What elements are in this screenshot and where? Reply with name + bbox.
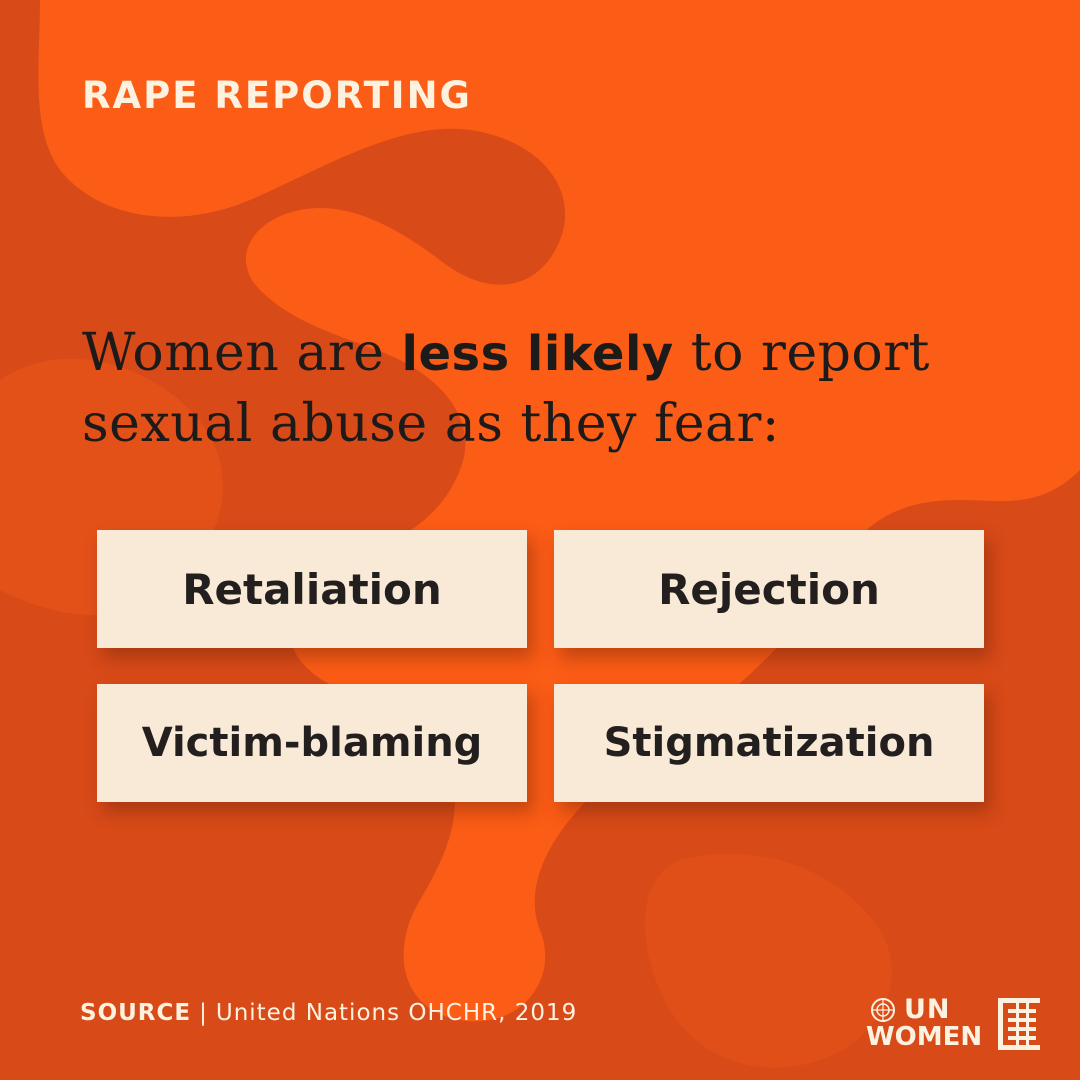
un-women-logo: UN WOMEN	[866, 996, 1046, 1052]
section-kicker: RAPE REPORTING	[82, 74, 472, 117]
fear-box-rejection: Rejection	[554, 530, 984, 648]
women-symbol-icon	[998, 998, 1040, 1050]
fear-box-retaliation: Retaliation	[97, 530, 527, 648]
source-citation: SOURCE | United Nations OHCHR, 2019	[80, 1000, 577, 1026]
logo-word-un: UN	[904, 994, 951, 1025]
headline-text-end: to report sexual abuse as they fear:	[82, 323, 930, 454]
headline: Women are less likely to report sexual a…	[82, 318, 1022, 459]
headline-text-start: Women are	[82, 323, 402, 383]
un-emblem-icon	[871, 998, 895, 1022]
headline-emphasis: less likely	[401, 326, 674, 382]
fear-box-victim-blaming: Victim-blaming	[97, 684, 527, 802]
source-label: SOURCE	[80, 1000, 192, 1026]
logo-word-women: WOMEN	[866, 1022, 983, 1052]
fear-box-stigmatization: Stigmatization	[554, 684, 984, 802]
source-text: United Nations OHCHR, 2019	[215, 1000, 578, 1026]
source-separator: |	[199, 1000, 208, 1026]
